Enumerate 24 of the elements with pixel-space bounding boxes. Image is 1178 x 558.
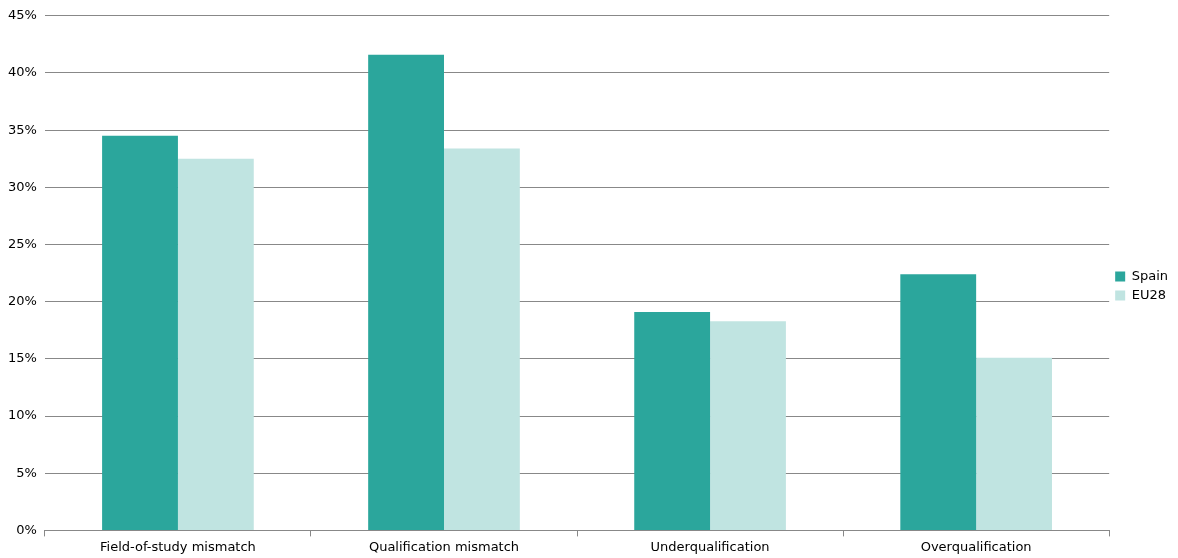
y-tick-label: 10% (7, 407, 37, 423)
y-tick-label: 40% (7, 64, 37, 80)
y-tick-label: 35% (7, 121, 37, 137)
x-tick-label: Underqualification (650, 538, 770, 554)
y-tick-label: 45% (7, 7, 37, 23)
bar (900, 274, 977, 530)
bar (368, 54, 444, 530)
x-tick-label: Qualification mismatch (368, 538, 520, 554)
y-tick-label: 5% (16, 464, 37, 480)
y-tick-label: 25% (7, 235, 37, 251)
x-tick-label: Field-of-study mismatch (100, 538, 256, 554)
legend-label: Spain (1131, 267, 1169, 283)
bar (634, 311, 711, 530)
y-tick-label: 20% (7, 293, 37, 309)
y-tick-label: 15% (7, 350, 37, 366)
x-tick-label: Overqualification (920, 538, 1032, 554)
bar (102, 135, 178, 530)
bar (710, 321, 786, 530)
y-tick-label: 30% (7, 178, 37, 194)
bar (444, 148, 520, 530)
bar (976, 357, 1052, 530)
legend-label: EU28 (1131, 286, 1166, 302)
bar (177, 158, 254, 530)
y-tick-label: 0% (16, 521, 37, 537)
